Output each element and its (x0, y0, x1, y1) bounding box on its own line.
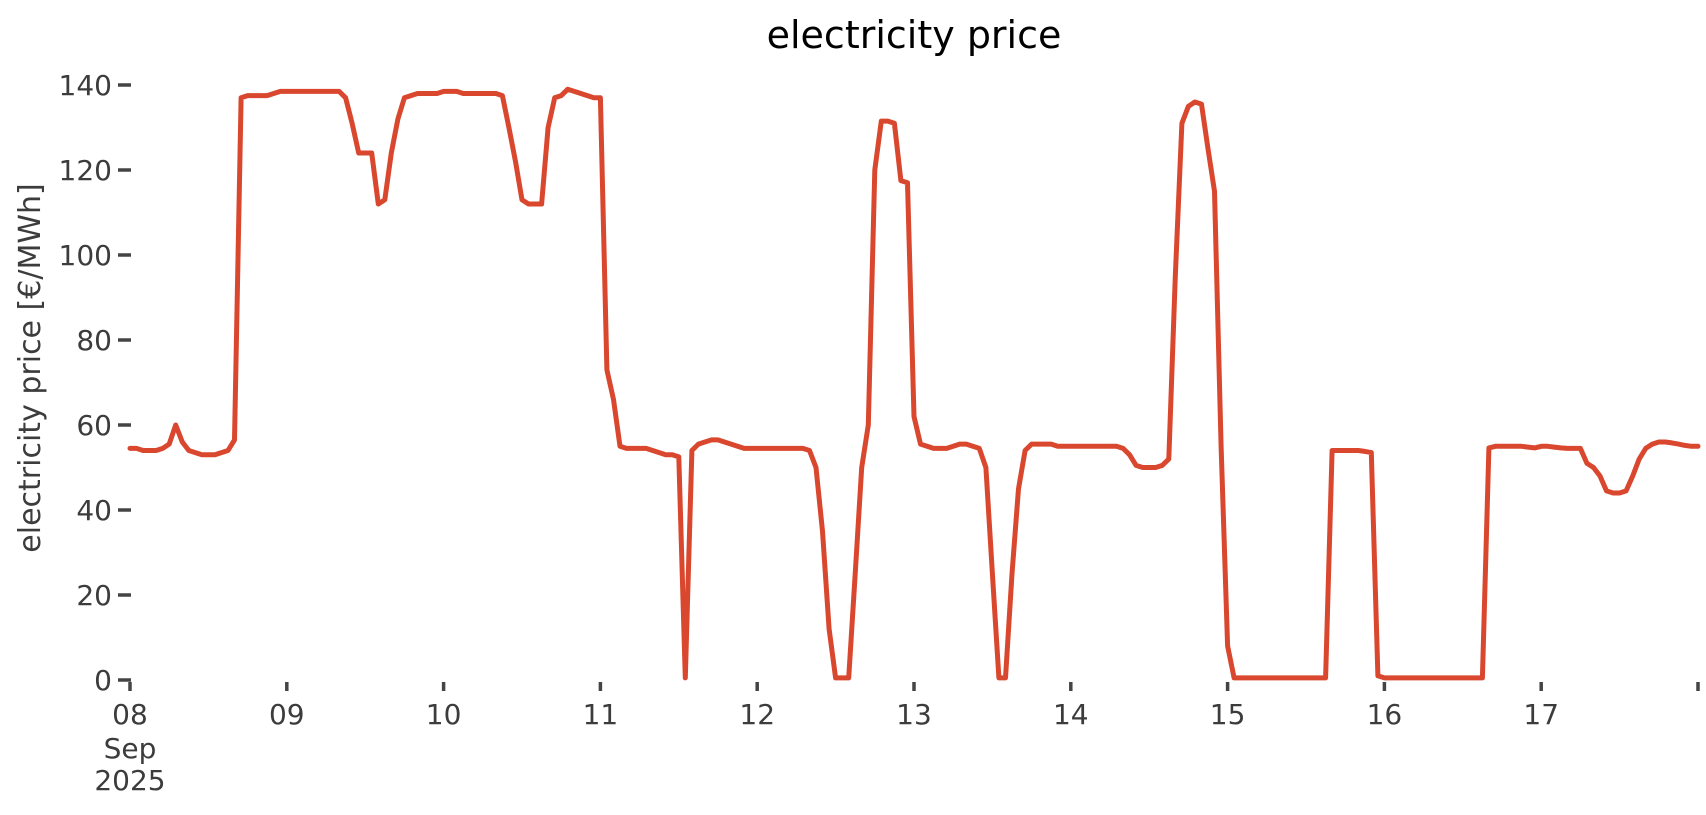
y-tick-label: 100 (59, 239, 112, 272)
y-tick-label: 80 (76, 324, 112, 357)
y-axis-label: electricity price [€/MWh] (13, 183, 48, 552)
x-tick-label: 09 (269, 698, 305, 731)
y-tick-label: 40 (76, 494, 112, 527)
x-tick-month-label: Sep (104, 732, 157, 765)
x-tick-label: 14 (1053, 698, 1089, 731)
y-tick-label: 60 (76, 409, 112, 442)
x-tick-label: 10 (426, 698, 462, 731)
y-axis-ticks: 0 20 40 60 80 100 120 140 (59, 69, 131, 697)
x-tick-label: 17 (1523, 698, 1559, 731)
x-tick-label: 15 (1210, 698, 1246, 731)
x-tick-label: 12 (739, 698, 775, 731)
chart-title: electricity price (767, 13, 1062, 57)
x-tick-year-label: 2025 (94, 764, 165, 797)
y-tick-label: 140 (59, 69, 112, 102)
price-line (127, 86, 1701, 681)
x-tick-label: 08 (112, 698, 148, 731)
x-tick-label: 11 (583, 698, 619, 731)
y-tick-label: 0 (94, 664, 112, 697)
x-tick-label: 16 (1367, 698, 1403, 731)
y-tick-label: 20 (76, 579, 112, 612)
y-tick-label: 120 (59, 154, 112, 187)
x-tick-label: 13 (896, 698, 932, 731)
